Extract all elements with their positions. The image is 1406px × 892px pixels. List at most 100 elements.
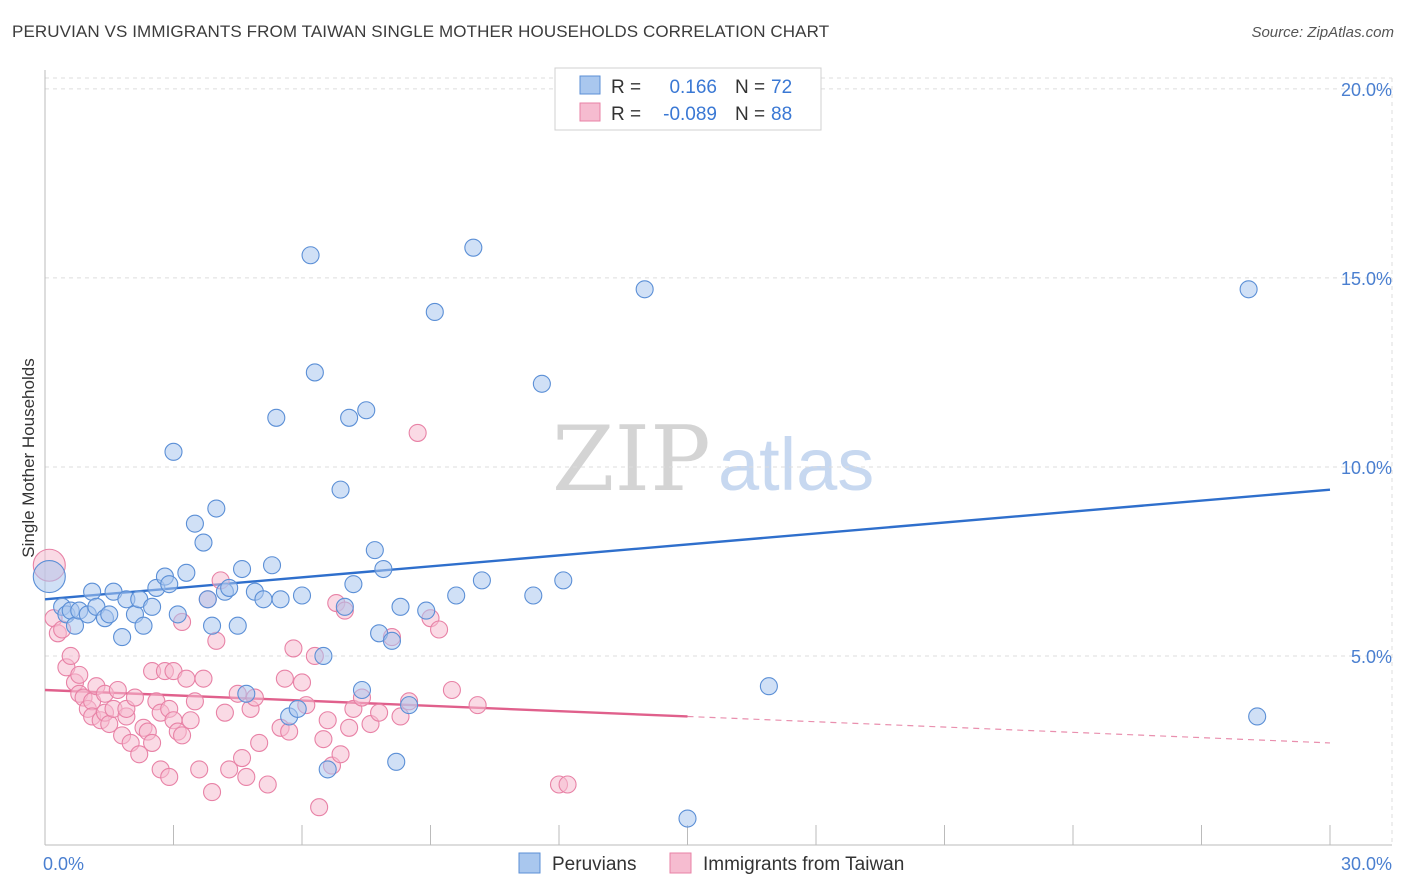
- peruvians-point: [203, 616, 222, 635]
- taiwan-point: [108, 680, 127, 700]
- trend-lines: [44, 488, 1331, 744]
- taiwan-point: [310, 798, 329, 817]
- legend-swatch-taiwan: [579, 102, 601, 122]
- taiwan-point: [181, 711, 200, 730]
- taiwan-point: [173, 726, 192, 745]
- peruvians-point: [271, 590, 290, 609]
- taiwan-point: [558, 775, 577, 794]
- taiwan-point: [340, 718, 359, 737]
- peruvians-point: [305, 363, 324, 382]
- peruvians-point: [185, 514, 204, 533]
- peruvians-point: [635, 280, 654, 299]
- x-tick-labels: 0.0% 30.0%: [43, 854, 1392, 874]
- peruvians-point: [1239, 280, 1258, 299]
- peruvians-point: [237, 684, 256, 703]
- peruvians-trend-line: [44, 488, 1331, 601]
- taiwan-point: [160, 767, 179, 787]
- legend-r-label-peruvians: R =: [611, 77, 641, 98]
- watermark-zip: ZIP: [552, 407, 711, 512]
- y-axis-label: Single Mother Households: [19, 358, 38, 557]
- taiwan-point: [203, 783, 222, 802]
- peruvians-point: [160, 575, 179, 594]
- taiwan-point: [232, 748, 252, 768]
- taiwan-point: [220, 760, 239, 779]
- peruvians-point: [113, 628, 132, 647]
- taiwan-point: [190, 760, 209, 779]
- peruvians-point: [194, 533, 213, 552]
- legend-n-value-peruvians: 72: [771, 77, 792, 98]
- series-peruvians-points: [32, 238, 1267, 828]
- correlation-legend: R = 0.166 N = 72 R = -0.089 N = 88: [554, 67, 822, 131]
- peruvians-point: [232, 559, 252, 579]
- peruvians-point: [100, 605, 119, 624]
- peruvians-point: [301, 246, 320, 265]
- peruvians-point: [472, 571, 491, 590]
- peruvians-point: [554, 571, 573, 590]
- peruvians-point: [32, 560, 66, 594]
- peruvians-point: [382, 631, 402, 650]
- peruvians-point: [464, 238, 483, 257]
- taiwan-point: [61, 646, 80, 666]
- watermark-atlas: atlas: [718, 423, 874, 506]
- legend-n-label-peruvians: N =: [735, 77, 765, 98]
- peruvians-point: [143, 597, 162, 616]
- peruvians-point: [207, 499, 226, 518]
- legend-r-value-taiwan: -0.089: [663, 104, 717, 125]
- taiwan-point: [468, 696, 487, 715]
- taiwan-point: [442, 680, 461, 700]
- peruvians-point: [391, 597, 410, 616]
- y-tick-label: 5.0%: [1351, 647, 1392, 667]
- bottom-legend-label-peruvians: Peruvians: [552, 854, 637, 875]
- taiwan-point: [314, 730, 333, 749]
- taiwan-point: [70, 665, 89, 684]
- legend-r-label-taiwan: R =: [611, 104, 641, 125]
- peruvians-point: [198, 590, 217, 609]
- taiwan-point: [275, 669, 294, 688]
- peruvians-point: [331, 480, 350, 499]
- y-tick-label: 15.0%: [1341, 269, 1392, 289]
- taiwan-point: [125, 688, 144, 707]
- peruvians-point: [400, 696, 419, 715]
- peruvians-point: [524, 586, 543, 605]
- taiwan-point: [177, 669, 196, 688]
- taiwan-point: [215, 703, 234, 722]
- peruvians-point: [288, 699, 307, 718]
- bottom-legend-swatch-taiwan: [669, 852, 692, 874]
- taiwan-point: [143, 733, 162, 752]
- peruvians-point: [177, 563, 196, 582]
- taiwan-point: [194, 669, 213, 688]
- axes: [44, 70, 1392, 846]
- x-tick-label: 0.0%: [43, 854, 84, 874]
- y-tick-labels: 5.0% 10.0% 15.0% 20.0%: [1341, 80, 1392, 667]
- peruvians-point: [417, 601, 436, 620]
- peruvians-point: [335, 597, 354, 616]
- peruvians-point: [374, 559, 393, 579]
- taiwan-point: [430, 620, 449, 639]
- taiwan-point: [258, 775, 277, 794]
- peruvians-point: [357, 401, 376, 420]
- chart-title: PERUVIAN VS IMMIGRANTS FROM TAIWAN SINGL…: [12, 22, 830, 41]
- peruvians-point: [425, 302, 444, 322]
- peruvians-point: [220, 578, 239, 597]
- taiwan-point: [331, 745, 350, 764]
- peruvians-point: [759, 677, 778, 696]
- peruvians-point: [292, 586, 312, 605]
- legend-r-value-peruvians: 0.166: [669, 77, 717, 98]
- taiwan-point: [207, 631, 226, 650]
- peruvians-point: [228, 616, 247, 635]
- peruvians-point: [1248, 707, 1267, 726]
- peruvians-point: [134, 616, 153, 635]
- taiwan-point: [284, 639, 303, 658]
- taiwan-point: [237, 767, 256, 787]
- peruvians-point: [340, 408, 359, 427]
- peruvians-point: [318, 760, 337, 779]
- peruvians-point: [447, 586, 466, 605]
- taiwan-point: [130, 745, 149, 764]
- peruvians-point: [254, 590, 273, 609]
- taiwan-point: [318, 711, 337, 730]
- chart-source: Source: ZipAtlas.com: [1251, 24, 1394, 41]
- y-tick-label: 10.0%: [1341, 458, 1392, 478]
- peruvians-point: [83, 582, 102, 601]
- taiwan-point: [408, 423, 427, 442]
